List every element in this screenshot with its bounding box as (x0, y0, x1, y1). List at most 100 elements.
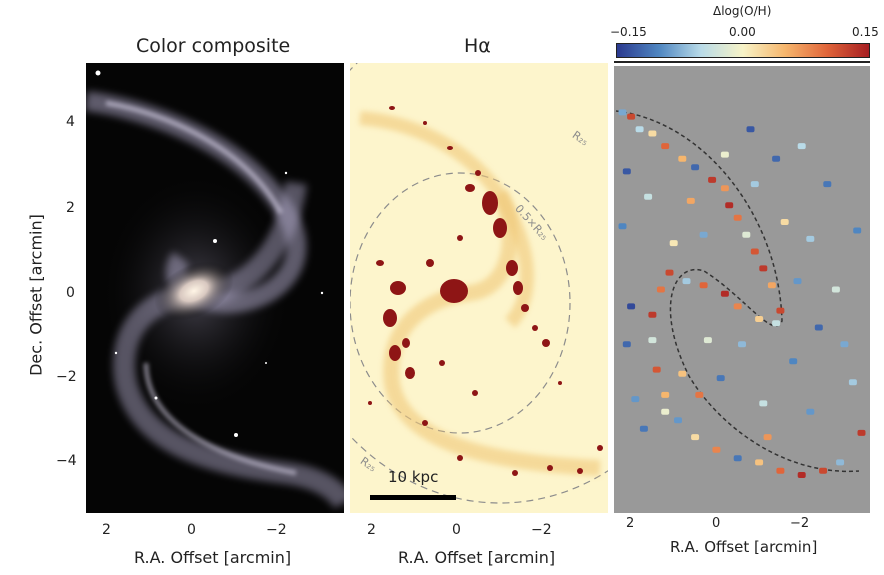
halpha-map (350, 63, 608, 504)
hii-region-point-6 (691, 164, 700, 171)
hii-region-point-10 (733, 214, 742, 221)
hii-region-point-29 (691, 434, 700, 441)
colorbar-tick-mid: 0.00 (729, 25, 756, 39)
hii-region-point-5 (678, 155, 687, 162)
hii-region-point-59 (678, 370, 687, 377)
hii-region-point-40 (627, 303, 636, 310)
hii-region-point-55 (789, 358, 798, 365)
hii-region-point-4 (661, 143, 670, 150)
hii-region-point-67 (669, 240, 678, 247)
hii-region-point-69 (695, 391, 704, 398)
hii-region-point-51 (793, 278, 802, 285)
galaxy-image (86, 70, 344, 509)
p2-x-tick-0: 0 (452, 522, 461, 538)
p1-x-axis-label: R.A. Offset [arcmin] (134, 548, 292, 567)
hii-region-point-28 (674, 417, 682, 424)
hii-region-point-39 (618, 223, 627, 230)
color-composite-image (86, 63, 344, 513)
panel1-title: Color composite (136, 35, 291, 57)
hii-region-point-16 (772, 320, 781, 327)
hii-region-point-52 (831, 286, 840, 293)
colorbar-tick-min: −0.15 (610, 25, 647, 39)
hii-region-point-64 (750, 181, 759, 188)
spiral-arm-north (615, 110, 860, 473)
hii-region-point-14 (767, 282, 776, 289)
hii-region-point-49 (823, 181, 832, 188)
p1-x-tick-2: 2 (102, 522, 111, 538)
hii-region-point-27 (661, 391, 670, 398)
y-axis-label: Dec. Offset [arcmin] (26, 214, 46, 376)
hii-region-point-34 (797, 472, 806, 478)
hii-region-point-18 (733, 303, 742, 310)
hii-region-point-9 (725, 202, 734, 209)
hii-region-point-1 (627, 113, 636, 120)
hii-region-point-35 (819, 467, 828, 474)
hii-region-point-43 (639, 425, 648, 432)
hii-region-point-36 (836, 459, 845, 466)
hii-region-point-53 (814, 324, 823, 331)
hii-region-point-57 (703, 337, 712, 344)
hii-region-point-50 (806, 235, 815, 242)
hii-region-point-41 (622, 341, 631, 348)
abundance-scatter (615, 109, 866, 478)
hii-region-point-61 (759, 400, 768, 407)
y-tick-0: 0 (66, 285, 75, 301)
hii-region-point-7 (708, 176, 717, 183)
hii-region-point-58 (716, 375, 725, 382)
hii-region-point-20 (699, 282, 708, 289)
hii-region-point-25 (648, 337, 657, 344)
hii-region-point-23 (656, 286, 665, 293)
colorbar (616, 43, 870, 58)
p3-x-axis-label: R.A. Offset [arcmin] (670, 538, 818, 556)
hii-region-point-33 (776, 467, 785, 474)
hii-region-point-21 (682, 278, 691, 285)
hii-region-point-32 (755, 459, 764, 466)
hii-region-point-44 (699, 231, 708, 238)
hii-region-point-0 (618, 109, 627, 116)
y-tick-4: 4 (66, 114, 75, 130)
hii-region-point-26 (652, 366, 661, 373)
hii-region-point-8 (720, 185, 729, 192)
hii-region-point-68 (780, 219, 789, 225)
halpha-image (350, 63, 608, 513)
p1-x-tick-m2: −2 (266, 522, 287, 538)
hii-region-point-71 (763, 434, 772, 441)
hii-region-point-12 (750, 248, 759, 255)
hii-region-point-60 (806, 408, 815, 415)
hii-region-point-2 (635, 126, 644, 133)
hii-region-point-48 (797, 143, 806, 150)
abundance-map (614, 66, 870, 513)
hii-region-point-56 (738, 341, 746, 348)
hii-region-point-37 (857, 429, 866, 436)
p3-x-tick-2: 2 (626, 516, 635, 531)
hii-region-point-70 (661, 408, 670, 415)
p1-x-tick-0: 0 (187, 522, 196, 538)
hii-region-point-3 (648, 130, 657, 137)
hii-region-point-13 (759, 265, 768, 272)
p3-x-tick-m2: −2 (790, 516, 810, 531)
hii-region-point-65 (720, 151, 729, 158)
hii-region-point-15 (776, 307, 785, 314)
scalebar-label: 10 kpc (388, 468, 439, 486)
hii-region-point-45 (686, 197, 695, 204)
p3-x-tick-0: 0 (712, 516, 721, 531)
hii-region-point-42 (631, 396, 640, 403)
hii-region-point-19 (720, 290, 729, 297)
hii-region-point-63 (853, 227, 862, 234)
hii-region-point-24 (648, 311, 657, 318)
hii-region-point-62 (848, 379, 857, 386)
hii-region-point-38 (622, 168, 631, 175)
colorbar-label: Δlog(O/H) (713, 4, 772, 18)
hii-region-point-54 (840, 341, 849, 348)
hii-region-point-66 (644, 193, 653, 200)
colorbar-underline (614, 61, 870, 63)
p2-x-tick-2: 2 (367, 522, 376, 538)
p2-x-tick-m2: −2 (531, 522, 552, 538)
hii-region-point-46 (746, 126, 755, 133)
y-tick-m4: −4 (56, 453, 77, 469)
p2-x-axis-label: R.A. Offset [arcmin] (398, 548, 556, 567)
hii-region-point-30 (712, 446, 721, 453)
y-tick-m2: −2 (56, 369, 77, 385)
hii-region-point-22 (665, 269, 674, 276)
hii-region-point-17 (755, 316, 764, 322)
